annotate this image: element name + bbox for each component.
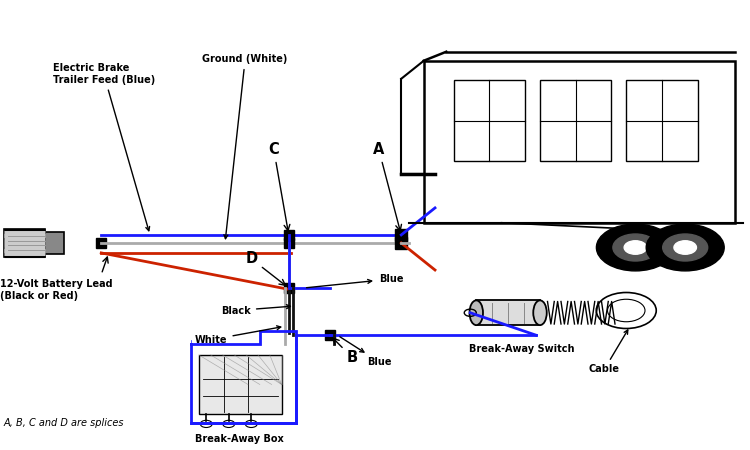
Bar xyxy=(626,80,698,161)
Bar xyxy=(4,229,45,257)
Bar xyxy=(45,232,64,254)
Text: Ground (White): Ground (White) xyxy=(202,54,288,238)
Text: C: C xyxy=(268,142,290,231)
Text: A, B, C and D are splices: A, B, C and D are splices xyxy=(4,418,124,428)
Text: A: A xyxy=(373,142,401,231)
Ellipse shape xyxy=(470,301,483,325)
Text: B: B xyxy=(333,338,358,365)
Circle shape xyxy=(596,224,674,271)
Bar xyxy=(454,80,525,161)
Bar xyxy=(424,61,735,223)
Bar xyxy=(540,80,611,161)
Text: Blue: Blue xyxy=(307,274,404,288)
Circle shape xyxy=(646,224,724,271)
Text: Break-Away Box: Break-Away Box xyxy=(195,434,284,444)
Text: 12-Volt Battery Lead
(Black or Red): 12-Volt Battery Lead (Black or Red) xyxy=(0,279,112,301)
Text: D: D xyxy=(245,251,285,285)
Bar xyxy=(476,301,540,325)
Bar xyxy=(199,355,282,414)
Text: White: White xyxy=(195,326,280,345)
Text: Black: Black xyxy=(221,305,290,315)
Circle shape xyxy=(663,234,708,261)
Text: Break-Away Switch: Break-Away Switch xyxy=(469,344,574,354)
Circle shape xyxy=(613,234,658,261)
Circle shape xyxy=(624,241,646,254)
Circle shape xyxy=(674,241,697,254)
Text: Cable: Cable xyxy=(589,330,628,374)
Text: Blue: Blue xyxy=(340,337,392,367)
Ellipse shape xyxy=(533,301,547,325)
Text: Electric Brake
Trailer Feed (Blue): Electric Brake Trailer Feed (Blue) xyxy=(53,63,154,231)
